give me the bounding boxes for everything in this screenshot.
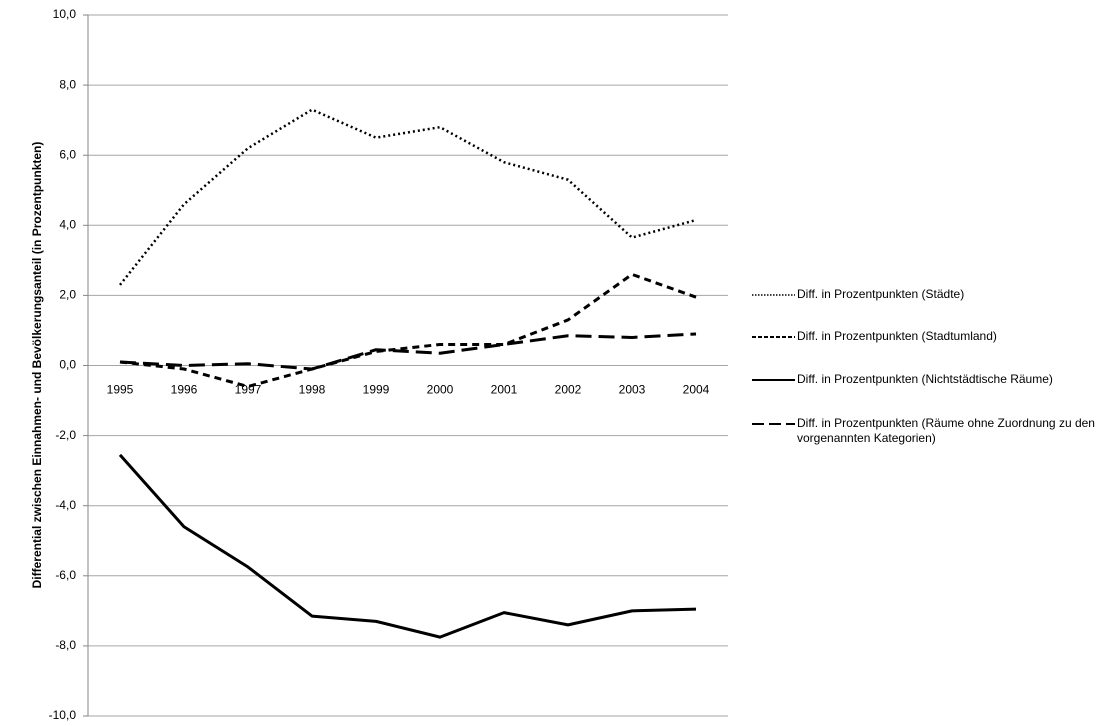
series-line <box>119 108 697 286</box>
legend-label: Diff. in Prozentpunkten (Räume ohne Zuor… <box>797 416 1095 445</box>
y-tick-label: -8,0 <box>55 638 76 652</box>
y-tick-label: 0,0 <box>59 358 76 372</box>
x-tick-label: 2000 <box>427 383 454 397</box>
y-tick-label: 6,0 <box>59 147 76 161</box>
x-tick-label: 1999 <box>363 383 390 397</box>
series-line <box>118 453 697 639</box>
x-tick-label: 1998 <box>299 383 326 397</box>
y-tick-label: 10,0 <box>53 7 77 21</box>
y-tick-label: -6,0 <box>55 568 76 582</box>
y-tick-label: -4,0 <box>55 498 76 512</box>
y-tick-label: 8,0 <box>59 77 76 91</box>
y-axis-label: Differential zwischen Einnahmen- und Bev… <box>30 142 44 589</box>
x-tick-label: 2004 <box>683 383 710 397</box>
series-line <box>119 272 697 389</box>
x-tick-label: 1996 <box>171 383 198 397</box>
x-tick-label: 2003 <box>619 383 646 397</box>
y-tick-label: -2,0 <box>55 428 76 442</box>
y-tick-label: 4,0 <box>59 217 76 231</box>
y-tick-label: 2,0 <box>59 288 76 302</box>
x-tick-label: 2002 <box>555 383 582 397</box>
legend-label: Diff. in Prozentpunkten (Nichtstädtische… <box>797 372 1053 386</box>
y-tick-label: -10,0 <box>49 708 77 722</box>
x-tick-label: 2001 <box>491 383 518 397</box>
legend-label: Diff. in Prozentpunkten (Stadtumland) <box>797 329 997 343</box>
series-line <box>119 332 697 371</box>
legend-label: Diff. in Prozentpunkten (Städte) <box>797 287 965 301</box>
x-tick-label: 1995 <box>107 383 134 397</box>
